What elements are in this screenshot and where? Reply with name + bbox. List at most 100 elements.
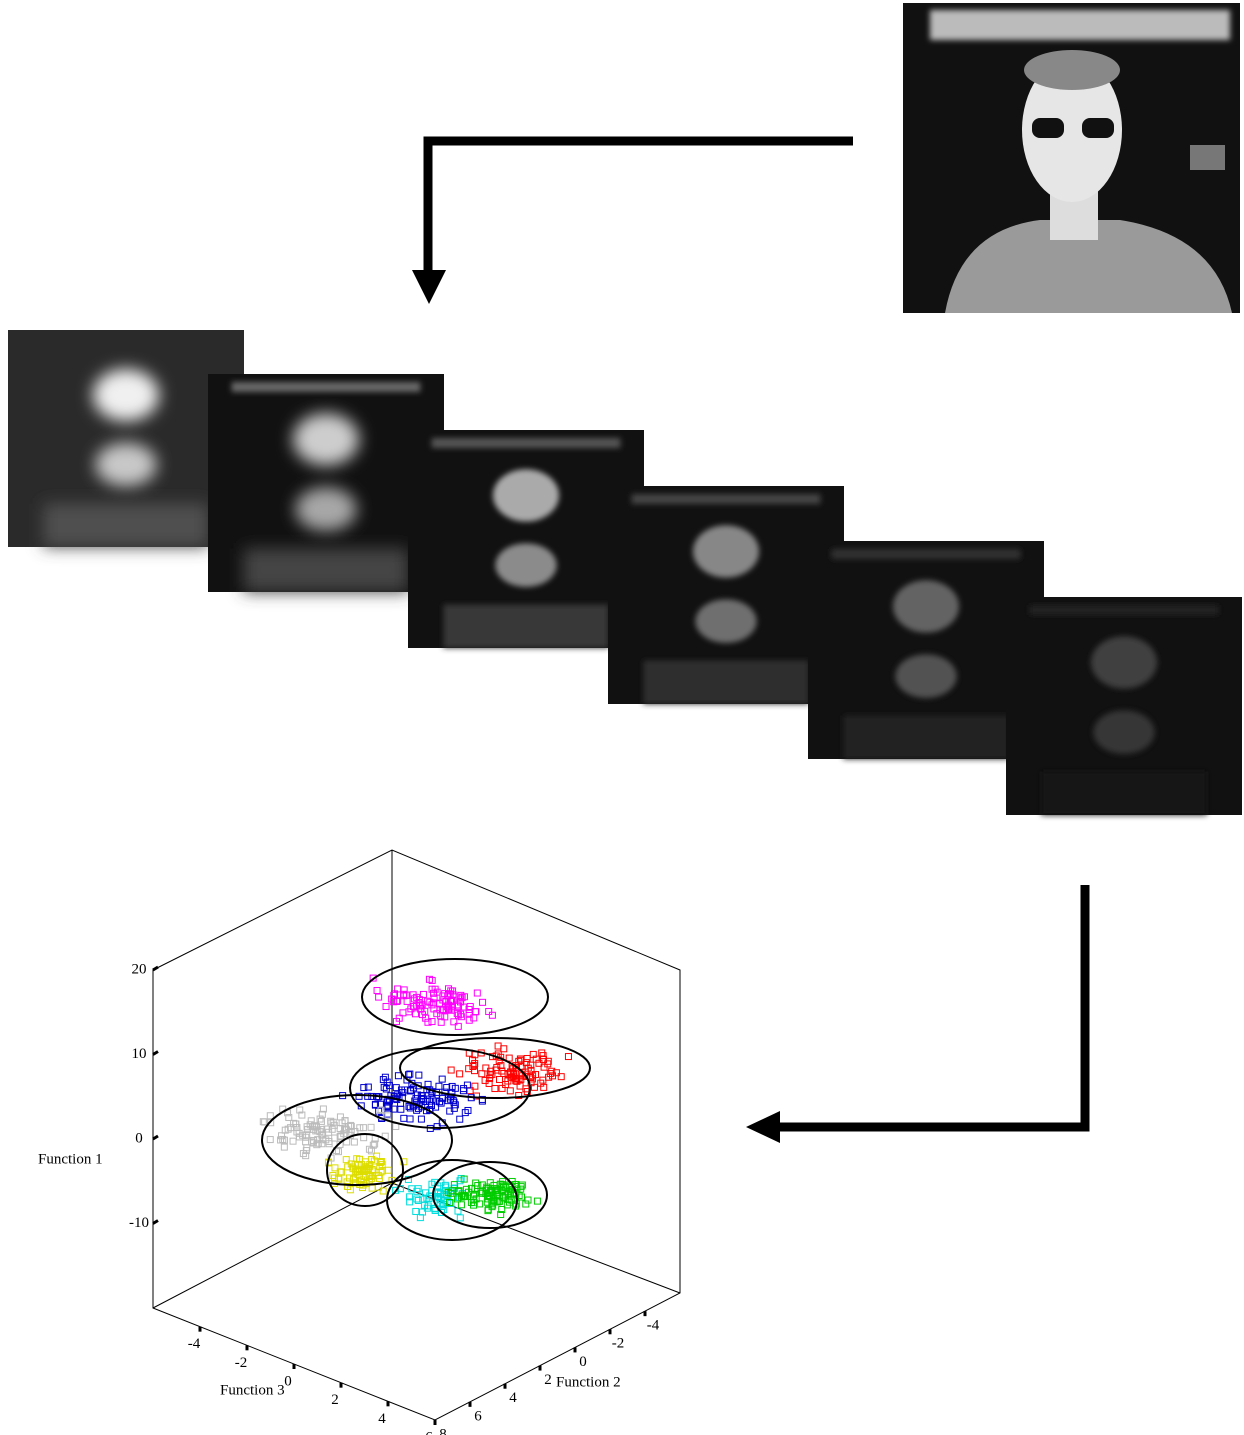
- tick-label: -10: [129, 1215, 149, 1231]
- image-body: [243, 548, 408, 592]
- point: [466, 1066, 472, 1072]
- point: [414, 1196, 420, 1202]
- point: [361, 1135, 367, 1141]
- scale-image: [1006, 597, 1242, 815]
- arrow-head: [412, 270, 446, 304]
- point: [439, 1076, 445, 1082]
- point: [451, 1019, 457, 1025]
- point: [480, 999, 486, 1005]
- arrow-line: [428, 141, 853, 272]
- point: [267, 1137, 273, 1143]
- axis-label: Function 1: [38, 1151, 103, 1167]
- point: [489, 1012, 495, 1018]
- image-face: [1093, 710, 1154, 754]
- point: [376, 994, 382, 1000]
- point: [499, 1085, 505, 1091]
- plot-box: [153, 850, 680, 1420]
- tick-mark: [153, 1136, 158, 1139]
- tick-label: 10: [132, 1046, 147, 1062]
- point: [495, 1043, 501, 1049]
- axis-label: Function 3: [220, 1382, 285, 1398]
- tick-label: -2: [235, 1355, 248, 1371]
- point: [296, 1130, 302, 1136]
- diagram: Function 1 Function 3 Function 2 20100-1…: [0, 0, 1244, 1435]
- point: [436, 1083, 442, 1089]
- point: [407, 1116, 413, 1122]
- point: [418, 1116, 424, 1122]
- image-face: [95, 443, 156, 486]
- point: [479, 1071, 485, 1077]
- point: [492, 1086, 498, 1092]
- point: [457, 1116, 463, 1122]
- point: [506, 1055, 512, 1061]
- point: [281, 1144, 287, 1150]
- image-body: [1041, 771, 1206, 815]
- point: [401, 1115, 407, 1121]
- point: [374, 988, 380, 994]
- point: [385, 1167, 391, 1173]
- point: [486, 1009, 492, 1015]
- point: [351, 1139, 357, 1145]
- image-face: [693, 525, 759, 577]
- point: [448, 1067, 454, 1073]
- tick-label: 6: [474, 1408, 482, 1424]
- tick-label: 2: [544, 1372, 552, 1388]
- point: [417, 1215, 423, 1221]
- point: [457, 1215, 463, 1221]
- image-face: [695, 599, 756, 643]
- point: [497, 1076, 503, 1082]
- image-face: [93, 369, 159, 421]
- point: [455, 1023, 461, 1029]
- arrow-head: [746, 1111, 780, 1143]
- point: [368, 1124, 374, 1130]
- tick-label: 0: [579, 1354, 587, 1370]
- tick-label: -2: [612, 1336, 625, 1352]
- tick-label: -4: [188, 1336, 201, 1352]
- point: [369, 1185, 375, 1191]
- point: [534, 1198, 540, 1204]
- image-face: [893, 580, 959, 632]
- point: [267, 1113, 273, 1119]
- point: [507, 1088, 513, 1094]
- point: [466, 1017, 472, 1023]
- point: [303, 1139, 309, 1145]
- tick-label: 6: [425, 1429, 433, 1435]
- image-face: [895, 654, 956, 698]
- image-top: [232, 382, 421, 392]
- point: [416, 1072, 422, 1078]
- image-top: [632, 494, 821, 504]
- point: [457, 1071, 463, 1077]
- tick-label: 20: [132, 961, 147, 977]
- tick-mark: [153, 967, 158, 970]
- image-top: [832, 549, 1021, 559]
- image-top: [1030, 605, 1219, 615]
- point: [413, 1208, 419, 1214]
- arrow-line: [778, 885, 1085, 1127]
- thermal-photo: [903, 3, 1240, 313]
- decomposition-images: [8, 330, 1242, 815]
- image-body: [643, 660, 808, 704]
- point: [360, 1125, 366, 1131]
- image-face: [1091, 636, 1157, 688]
- image-face: [495, 543, 556, 587]
- point: [518, 1194, 524, 1200]
- tick-label: 0: [135, 1130, 143, 1146]
- point: [398, 1106, 404, 1112]
- point: [523, 1201, 529, 1207]
- point: [479, 1098, 485, 1104]
- tick-label: -4: [647, 1318, 660, 1334]
- point: [385, 1113, 391, 1119]
- image-top: [432, 438, 621, 448]
- axis-label: Function 2: [556, 1374, 621, 1390]
- point: [383, 1004, 389, 1010]
- tick-label: 0: [284, 1373, 292, 1389]
- image-face: [493, 469, 559, 521]
- point: [290, 1138, 296, 1144]
- point: [525, 1197, 531, 1203]
- image-face: [295, 487, 356, 531]
- point: [404, 998, 410, 1004]
- point: [565, 1054, 571, 1060]
- image-body: [43, 504, 208, 547]
- tick-label: 4: [509, 1390, 517, 1406]
- tick-mark: [153, 1221, 158, 1224]
